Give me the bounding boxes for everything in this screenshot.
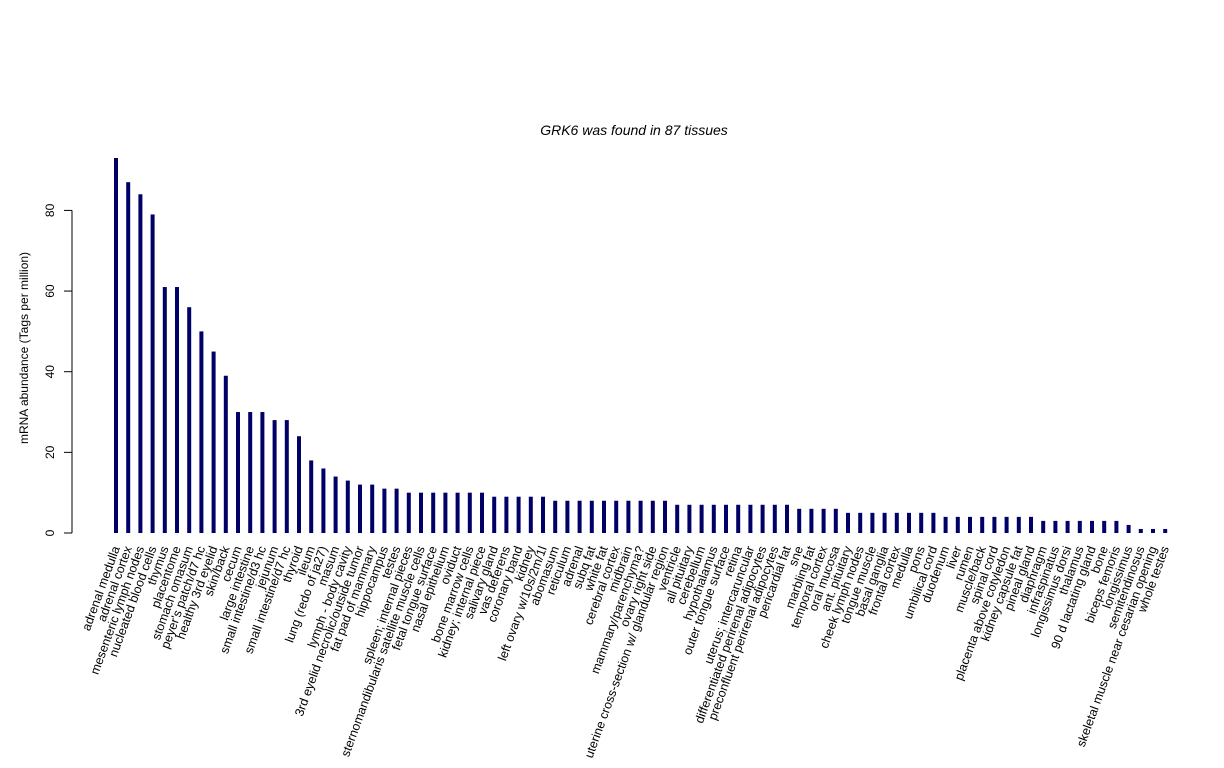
bar bbox=[504, 496, 509, 533]
bar bbox=[650, 500, 655, 533]
y-tick-label: 40 bbox=[43, 365, 57, 379]
y-tick-label: 20 bbox=[43, 445, 57, 459]
bar bbox=[785, 504, 789, 533]
bar bbox=[492, 496, 497, 533]
bar bbox=[211, 351, 216, 533]
bar bbox=[760, 504, 765, 533]
bar bbox=[955, 516, 960, 533]
bar bbox=[724, 504, 728, 533]
bar bbox=[516, 496, 521, 533]
bar bbox=[1138, 528, 1143, 533]
x-category-label: sne bbox=[786, 544, 806, 568]
bar bbox=[565, 500, 570, 533]
bar bbox=[968, 516, 972, 533]
bar bbox=[406, 492, 411, 533]
bar bbox=[992, 516, 997, 533]
bar bbox=[150, 214, 155, 534]
y-tick-label: 80 bbox=[43, 203, 57, 217]
bar bbox=[309, 460, 314, 533]
bar bbox=[1126, 524, 1131, 533]
bar bbox=[614, 500, 619, 533]
bar bbox=[382, 488, 387, 533]
bar bbox=[455, 492, 460, 533]
bar bbox=[297, 436, 301, 533]
bar bbox=[321, 468, 326, 533]
bar bbox=[1029, 516, 1033, 533]
bars bbox=[114, 158, 1168, 534]
bar bbox=[260, 412, 265, 533]
bar bbox=[333, 476, 338, 533]
bar bbox=[711, 504, 716, 533]
bar bbox=[162, 287, 167, 533]
bar bbox=[1065, 520, 1070, 533]
bar bbox=[1151, 528, 1155, 533]
bar bbox=[114, 158, 118, 533]
bar bbox=[187, 307, 192, 533]
bar bbox=[272, 420, 277, 533]
bar bbox=[687, 504, 692, 533]
bar bbox=[602, 500, 606, 533]
bar bbox=[1163, 528, 1168, 533]
bar bbox=[663, 500, 667, 533]
bar bbox=[223, 375, 228, 533]
bar bbox=[675, 504, 680, 533]
bar bbox=[772, 504, 777, 533]
bar bbox=[138, 194, 143, 533]
bar bbox=[443, 492, 448, 533]
y-tick-label: 60 bbox=[43, 284, 57, 298]
bar bbox=[858, 512, 863, 533]
bar bbox=[943, 516, 948, 533]
bar bbox=[626, 500, 631, 533]
chart-title: GRK6 was found in 87 tissues bbox=[540, 122, 728, 138]
y-axis-label: mRNA abundance (Tags per million) bbox=[17, 252, 31, 444]
bar bbox=[1090, 520, 1094, 533]
bar bbox=[1004, 516, 1009, 533]
bar bbox=[1102, 520, 1107, 533]
bar bbox=[748, 504, 753, 533]
bar bbox=[821, 508, 826, 533]
bar bbox=[736, 504, 741, 533]
bar bbox=[833, 508, 838, 533]
bar bbox=[528, 496, 533, 533]
bar bbox=[126, 182, 131, 533]
bar bbox=[419, 492, 423, 533]
bar bbox=[284, 420, 289, 533]
bar bbox=[467, 492, 472, 533]
bar bbox=[809, 508, 814, 533]
bar bbox=[797, 508, 802, 533]
bar bbox=[882, 512, 887, 533]
bar bbox=[480, 492, 484, 533]
bar bbox=[919, 512, 924, 533]
y-axis-ticks: 0 20 40 60 80 bbox=[43, 203, 72, 536]
bar bbox=[199, 331, 204, 533]
bar bbox=[846, 512, 850, 533]
bar bbox=[345, 480, 350, 533]
bar bbox=[1114, 520, 1119, 533]
bar bbox=[577, 500, 582, 533]
bar bbox=[931, 512, 936, 533]
bar bbox=[541, 496, 545, 533]
bar bbox=[894, 512, 899, 533]
bar bbox=[394, 488, 399, 533]
bar bbox=[553, 500, 558, 533]
bar bbox=[638, 500, 643, 533]
y-tick-label: 0 bbox=[43, 529, 57, 536]
bar bbox=[175, 287, 179, 533]
bar bbox=[1053, 520, 1058, 533]
bar bbox=[370, 484, 375, 533]
bar bbox=[1077, 520, 1082, 533]
bar bbox=[907, 512, 911, 533]
bar bbox=[1016, 516, 1021, 533]
bar bbox=[870, 512, 875, 533]
bar bbox=[248, 412, 253, 533]
bar bbox=[1041, 520, 1046, 533]
bar bbox=[236, 412, 240, 533]
bar bbox=[980, 516, 985, 533]
bar bbox=[699, 504, 704, 533]
bar bbox=[431, 492, 436, 533]
bar bbox=[358, 484, 362, 533]
bar bbox=[589, 500, 594, 533]
